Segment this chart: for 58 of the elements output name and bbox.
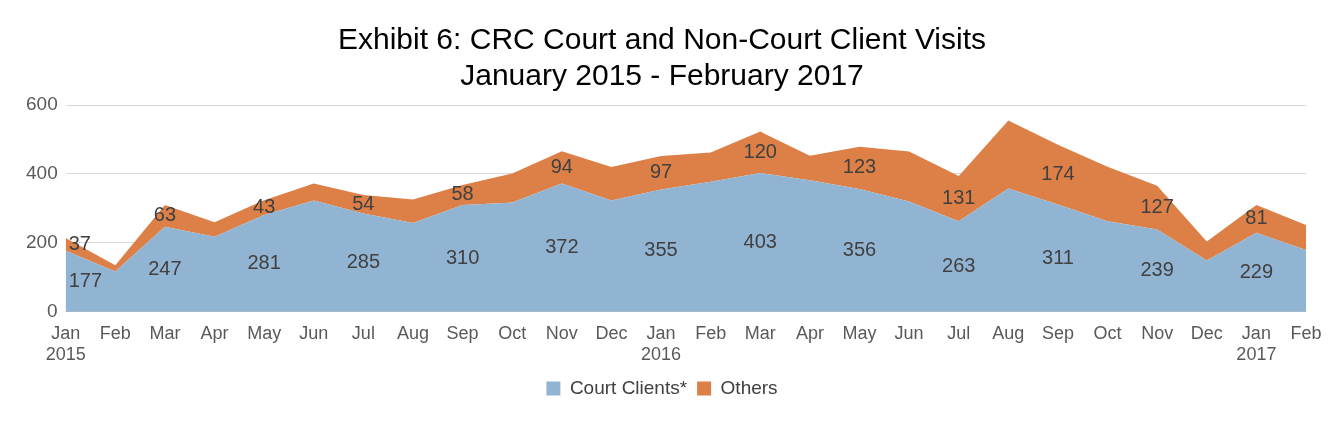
- x-tick-label: Feb: [99, 322, 131, 343]
- x-tick-label: Apr: [200, 322, 229, 343]
- x-tick-label: Jan 2017: [1236, 322, 1277, 365]
- x-tick-label: May: [247, 322, 282, 343]
- data-label: 285: [346, 250, 381, 273]
- x-tick-label: Sep: [1041, 322, 1074, 343]
- data-label: 403: [743, 229, 777, 252]
- data-label: 174: [1041, 162, 1075, 185]
- x-tick-label: Mar: [149, 322, 181, 343]
- x-tick-label: Jul: [351, 322, 375, 343]
- chart-title: Exhibit 6: CRC Court and Non-Court Client Visits January 2015 - February 2017: [337, 22, 987, 92]
- x-tick-label: Mar: [744, 322, 776, 343]
- y-tick-label: 0: [47, 300, 58, 322]
- x-tick-label: May: [842, 322, 877, 343]
- x-tick-label: Jun: [894, 322, 924, 343]
- x-tick-label: Nov: [1141, 322, 1174, 343]
- data-label: 229: [1239, 259, 1274, 282]
- data-label: 131: [942, 186, 976, 209]
- legend-label: Court Clients*: [569, 376, 688, 398]
- x-tick-label: Jan 2015: [45, 322, 86, 365]
- data-label: 263: [942, 253, 976, 276]
- y-tick-label: 400: [26, 162, 58, 184]
- x-tick-label: Oct: [498, 322, 527, 343]
- x-tick-label: Aug: [396, 322, 429, 343]
- x-tick-label: Jul: [947, 322, 971, 343]
- y-tick-label: 200: [26, 231, 58, 253]
- x-tick-label: Feb: [1290, 322, 1322, 343]
- x-tick-label: Feb: [695, 322, 727, 343]
- data-label: 372: [545, 235, 579, 258]
- data-label: 43: [253, 195, 276, 218]
- data-label: 247: [148, 256, 182, 279]
- data-label: 54: [352, 191, 375, 214]
- x-tick-label: Apr: [795, 322, 824, 343]
- data-label: 81: [1245, 206, 1268, 229]
- data-label: 355: [644, 238, 678, 261]
- x-tick-label: Jun: [299, 322, 329, 343]
- x-tick-label: Jan 2016: [641, 322, 682, 365]
- data-label: 311: [1041, 245, 1074, 268]
- y-tick-label: 600: [26, 93, 58, 115]
- data-label: 97: [649, 160, 673, 183]
- data-label: 123: [842, 155, 877, 178]
- x-tick-label: Dec: [595, 322, 628, 343]
- data-label: 356: [842, 237, 877, 260]
- x-tick-label: Nov: [545, 322, 578, 343]
- data-label: 177: [68, 268, 103, 291]
- data-label: 239: [1140, 258, 1174, 281]
- data-label: 63: [153, 203, 177, 226]
- x-tick-label: Aug: [992, 322, 1025, 343]
- legend-label: Others: [720, 376, 778, 398]
- data-label: 120: [743, 139, 777, 162]
- data-label: 281: [247, 250, 281, 273]
- x-tick-label: Dec: [1190, 322, 1223, 343]
- data-label: 310: [445, 245, 480, 268]
- x-tick-label: Oct: [1093, 322, 1122, 343]
- data-label: 94: [550, 154, 573, 177]
- x-tick-label: Sep: [446, 322, 479, 343]
- data-label: 127: [1140, 195, 1174, 218]
- data-label: 58: [451, 182, 474, 205]
